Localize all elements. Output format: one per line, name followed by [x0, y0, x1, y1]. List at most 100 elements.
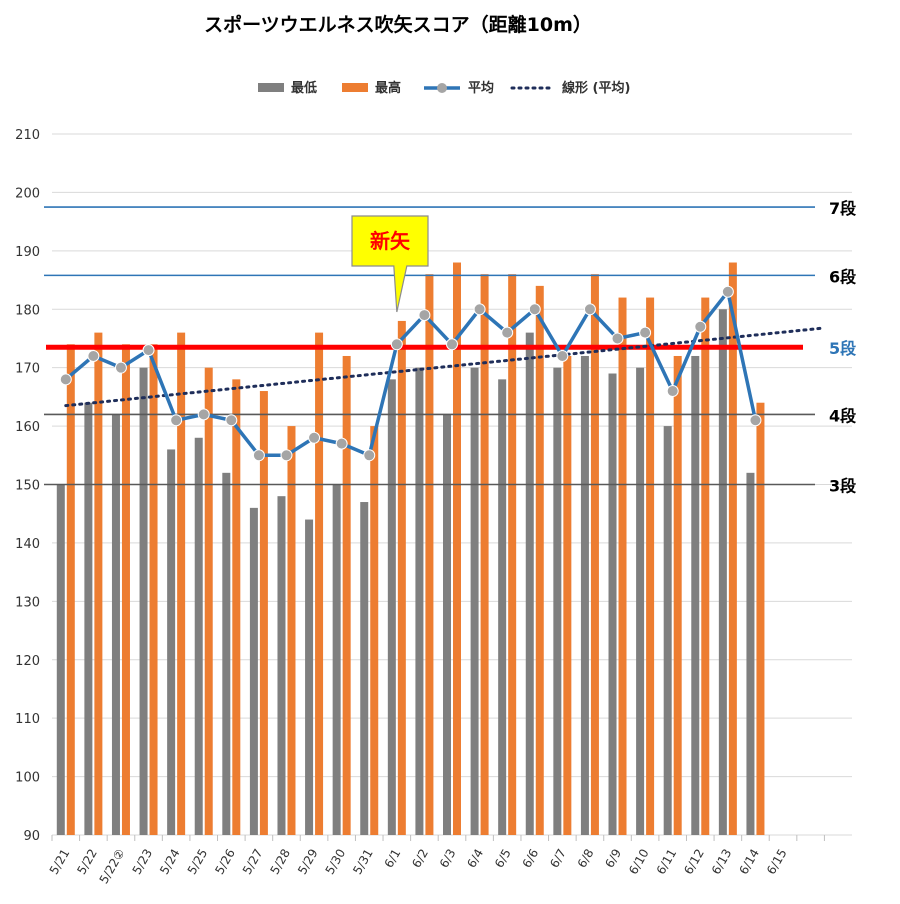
x-tick-label: 5/31 [350, 847, 376, 877]
average-point [87, 349, 100, 362]
legend-label-min: 最低 [291, 80, 317, 96]
x-tick-label: 6/13 [709, 847, 735, 877]
average-point [225, 414, 238, 427]
reference-label: 7段 [829, 199, 857, 218]
x-tick-label: 6/7 [547, 847, 569, 871]
annotation-callout [351, 215, 429, 313]
y-tick-label: 200 [15, 186, 40, 201]
bar-min [608, 373, 617, 835]
average-point [363, 449, 376, 462]
y-tick-label: 160 [15, 420, 40, 435]
average-point [721, 285, 734, 298]
bar-min [746, 472, 755, 835]
y-tick-label: 140 [15, 537, 40, 552]
bar-max [94, 332, 103, 835]
bar-min [525, 332, 534, 835]
bar-max [287, 426, 296, 835]
average-point [142, 344, 155, 357]
average-point [446, 338, 458, 351]
bar-max [66, 344, 75, 835]
x-tick-label: 5/26 [212, 847, 238, 877]
bar-min [387, 379, 396, 835]
x-tick-label: 5/22② [97, 847, 128, 887]
bar-min [415, 367, 424, 835]
average-point [390, 338, 403, 351]
trendline [64, 326, 826, 408]
bar-min [332, 484, 341, 835]
x-tick-label: 5/21 [47, 847, 73, 877]
average-point [59, 373, 72, 386]
bar-max [232, 379, 241, 835]
bar-max [590, 274, 599, 835]
bar-max [121, 344, 130, 835]
x-tick-label: 5/28 [267, 847, 293, 877]
average-point [197, 408, 210, 421]
bar-max [425, 274, 434, 835]
x-tick-label: 5/23 [130, 847, 156, 877]
average-point [666, 385, 679, 398]
bar-max [204, 367, 213, 835]
bar-min [84, 402, 93, 835]
reference-label: 3段 [829, 477, 857, 496]
bar-min [222, 472, 231, 835]
chart-title: スポーツウエルネス吹矢スコア（距離10m） [204, 13, 592, 36]
x-tick-label: 6/5 [492, 847, 514, 871]
legend-label-max: 最高 [375, 80, 401, 96]
x-tick-label: 6/9 [602, 847, 624, 871]
bar-max [480, 274, 489, 835]
average-point [528, 303, 541, 316]
x-tick-label: 6/3 [437, 847, 459, 871]
bar-min [277, 496, 286, 835]
bar-min [470, 367, 479, 835]
average-point [611, 332, 624, 345]
reference-label: 6段 [829, 267, 857, 286]
y-tick-label: 120 [15, 654, 40, 669]
bar-min [691, 355, 700, 835]
y-tick-label: 170 [15, 362, 40, 377]
bar-max [508, 274, 517, 835]
x-tick-label: 5/27 [240, 847, 266, 877]
bar-max [756, 402, 765, 835]
bar-max [673, 355, 682, 835]
legend-label-average: 平均 [468, 80, 494, 96]
average-point [252, 449, 265, 462]
average-point [694, 320, 707, 333]
legend-swatch-min [258, 83, 284, 92]
bar-max [701, 297, 710, 836]
reference-label: 5段 [829, 339, 857, 358]
average-point [556, 349, 569, 362]
x-tick-label: 6/2 [409, 847, 431, 871]
x-tick-label: 6/6 [520, 847, 542, 871]
average-point [639, 326, 652, 339]
x-tick-label: 5/22 [74, 847, 100, 877]
reference-label: 4段 [829, 406, 857, 425]
bar-min [580, 355, 589, 835]
average-point [473, 303, 486, 316]
y-tick-label: 110 [15, 712, 40, 727]
bar-max [342, 355, 351, 835]
x-tick-label: 6/1 [382, 847, 404, 871]
bar-min [553, 367, 562, 835]
bar-min [636, 367, 645, 835]
legend-swatch-max [342, 83, 368, 92]
bar-min [56, 484, 65, 835]
bar-max [646, 297, 655, 836]
average-point [308, 431, 321, 444]
y-tick-label: 210 [15, 128, 40, 143]
x-tick-label: 6/15 [764, 847, 790, 877]
x-tick-label: 6/11 [654, 847, 680, 877]
average-point [114, 361, 127, 374]
annotation-text: 新矢 [370, 229, 411, 253]
bar-min [194, 437, 203, 835]
bar-min [167, 449, 176, 835]
x-tick-label: 6/10 [626, 847, 652, 877]
bar-max [315, 332, 324, 835]
x-tick-label: 5/29 [295, 847, 321, 877]
y-tick-label: 190 [15, 245, 40, 260]
bar-min [111, 414, 120, 835]
bar-max [535, 285, 544, 836]
bar-min [663, 426, 672, 835]
legend-marker-average [437, 83, 447, 93]
average-point [280, 449, 293, 462]
